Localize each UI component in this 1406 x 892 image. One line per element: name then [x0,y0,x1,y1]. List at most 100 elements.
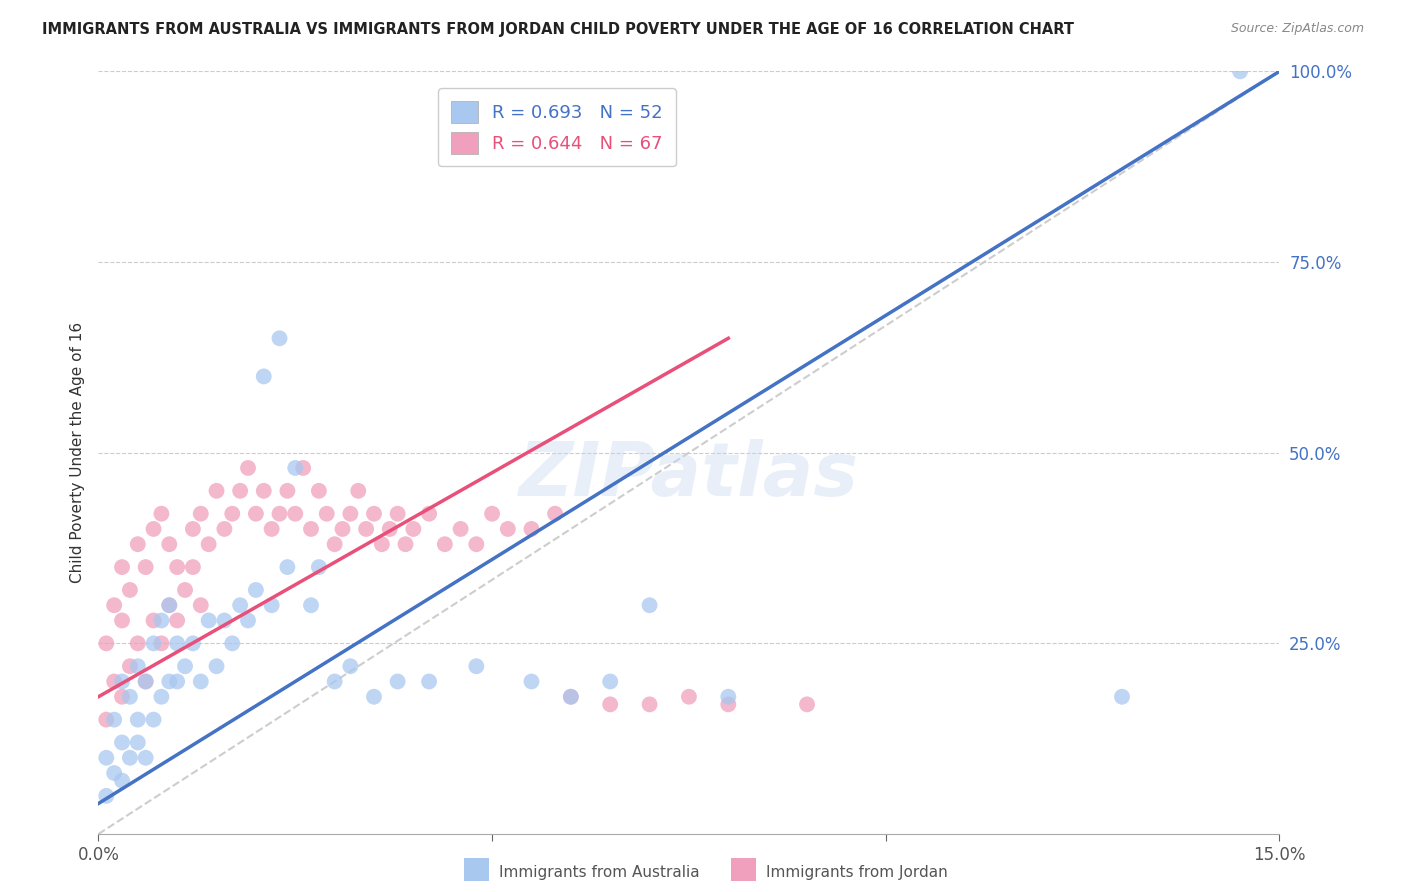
Point [315,507,337,521]
Point [450,522,472,536]
Point [142,636,165,650]
Y-axis label: Child Poverty Under the Age of 16: Child Poverty Under the Age of 16 [69,322,84,583]
Point [465,537,488,551]
Point [142,713,165,727]
Point [339,659,361,673]
Point [387,507,409,521]
Point [599,674,621,689]
Point [387,674,409,689]
Text: Immigrants from Jordan: Immigrants from Jordan [766,865,948,880]
Point [111,773,134,788]
Point [166,614,188,628]
Point [111,614,134,628]
Point [260,598,283,612]
Point [118,690,141,704]
Point [166,560,188,574]
Point [418,507,440,521]
Point [299,522,322,536]
Point [284,507,307,521]
Text: ZIPatlas: ZIPatlas [519,439,859,512]
Point [253,483,276,498]
Point [174,582,197,597]
Point [190,598,212,612]
Point [150,614,173,628]
Point [157,598,180,612]
Point [1229,64,1251,78]
Point [496,522,519,536]
Point [103,713,125,727]
Point [127,713,149,727]
Point [150,507,173,521]
Point [323,674,346,689]
Point [135,674,157,689]
Point [638,698,661,712]
Point [118,582,141,597]
Point [135,750,157,764]
Point [717,690,740,704]
Point [1111,690,1133,704]
Point [118,659,141,673]
Point [181,522,204,536]
Point [190,674,212,689]
Point [347,483,370,498]
Text: Immigrants from Australia: Immigrants from Australia [499,865,700,880]
Point [717,698,740,712]
Point [269,331,291,345]
Point [111,674,134,689]
Point [308,560,330,574]
Point [96,713,118,727]
Point [394,537,416,551]
Point [214,614,236,628]
Text: IMMIGRANTS FROM AUSTRALIA VS IMMIGRANTS FROM JORDAN CHILD POVERTY UNDER THE AGE : IMMIGRANTS FROM AUSTRALIA VS IMMIGRANTS … [42,22,1074,37]
Point [354,522,377,536]
Point [135,674,157,689]
Point [142,522,165,536]
Point [205,483,228,498]
Point [560,690,582,704]
Point [260,522,283,536]
Point [157,674,180,689]
Point [332,522,354,536]
Point [245,582,267,597]
Point [190,507,212,521]
Point [638,598,661,612]
Point [323,537,346,551]
Point [197,614,219,628]
Point [181,560,204,574]
Point [142,614,165,628]
Point [174,659,197,673]
Point [796,698,818,712]
Point [276,560,298,574]
Point [157,537,180,551]
Point [363,690,385,704]
Point [402,522,425,536]
Point [269,507,291,521]
Point [520,522,543,536]
Point [236,461,259,475]
Point [157,598,180,612]
Text: Source: ZipAtlas.com: Source: ZipAtlas.com [1230,22,1364,36]
Point [418,674,440,689]
Point [292,461,315,475]
Point [166,674,188,689]
Point [371,537,394,551]
Point [103,598,125,612]
Point [214,522,236,536]
Point [118,750,141,764]
Point [284,461,307,475]
Point [111,560,134,574]
Point [520,674,543,689]
Point [221,507,243,521]
Point [127,659,149,673]
Point [205,659,228,673]
Point [276,483,298,498]
Point [236,614,259,628]
Point [465,659,488,673]
Point [299,598,322,612]
Point [103,766,125,780]
Point [181,636,204,650]
Point [221,636,243,650]
Point [96,789,118,803]
Point [127,735,149,749]
Point [96,636,118,650]
